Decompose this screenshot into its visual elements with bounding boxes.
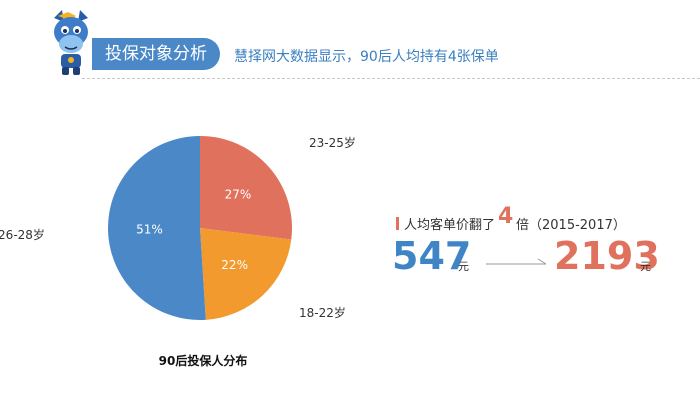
slice-category-label: 18-22岁 (299, 305, 346, 320)
unit-from: 元 (458, 260, 469, 273)
pie-slice-26-28岁 (107, 136, 206, 320)
value-to: 2193 (554, 234, 660, 278)
slice-percent-label: 51% (136, 223, 163, 237)
stat-multiplier: 4 (498, 204, 514, 229)
value-from: 547 (392, 234, 472, 278)
unit-to: 元 (640, 260, 651, 273)
stat-label: 人均客单价翻了 (404, 218, 496, 233)
slice-category-label: 23-25岁 (309, 135, 356, 150)
page-subtitle: 慧择网大数据显示，90后人均持有4张保单 (234, 49, 499, 65)
section-title-tab: 投保对象分析 (92, 38, 220, 70)
slice-percent-label: 27% (225, 188, 252, 202)
arrow-right-icon (486, 258, 547, 265)
pie-slice-23-25岁 (200, 136, 292, 240)
slice-category-label: 26-28岁 (0, 227, 45, 242)
slice-percent-label: 22% (221, 258, 248, 272)
horse-mascot-icon (54, 10, 88, 75)
chart-title: 90后投保人分布 (158, 354, 248, 368)
header-divider (82, 78, 700, 79)
pie-slice-18-22岁 (200, 228, 292, 320)
stat-range: 倍（2015-2017） (516, 218, 626, 233)
stat-accent-bar (396, 217, 399, 230)
